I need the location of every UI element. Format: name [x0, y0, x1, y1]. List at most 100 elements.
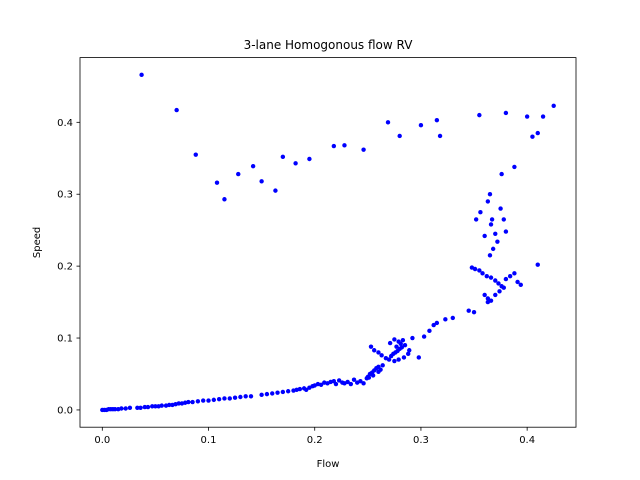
data-point-12 [138, 405, 143, 410]
data-point-170 [437, 133, 443, 139]
data-point-152 [174, 107, 179, 113]
data-point-110 [434, 320, 440, 326]
data-point-40 [264, 391, 270, 397]
data-point-122 [490, 246, 496, 252]
plot-area-frame [79, 57, 577, 428]
y-tick-label: 0.4 [57, 118, 73, 129]
data-point-119 [487, 192, 493, 197]
data-point-151 [139, 72, 144, 78]
data-point-16 [153, 404, 158, 409]
data-point-93 [402, 343, 408, 348]
data-point-166 [385, 120, 391, 125]
data-point-107 [421, 334, 427, 339]
data-point-59 [333, 381, 339, 387]
x-tick-label: 0.0 [94, 435, 110, 446]
data-point-149 [485, 299, 491, 305]
data-point-130 [472, 266, 478, 272]
data-point-68 [361, 381, 366, 386]
data-point-144 [485, 296, 491, 301]
data-point-65 [351, 377, 357, 382]
data-point-60 [336, 378, 342, 383]
data-point-157 [250, 163, 256, 169]
data-point-167 [397, 133, 402, 139]
data-point-135 [493, 278, 498, 283]
data-point-15 [150, 404, 155, 409]
data-point-165 [361, 147, 366, 152]
data-point-79 [370, 373, 376, 378]
data-point-158 [259, 179, 264, 184]
data-point-103 [398, 341, 403, 346]
data-point-99 [396, 357, 401, 362]
data-point-172 [499, 171, 504, 177]
data-point-176 [530, 134, 535, 139]
data-point-148 [501, 285, 506, 290]
data-point-123 [493, 231, 498, 236]
data-point-162 [307, 156, 312, 162]
data-point-143 [482, 292, 487, 298]
data-point-67 [358, 378, 363, 384]
y-axis-ticks: 0.0 0.1 0.2 0.3 0.4 [57, 118, 80, 416]
data-point-121 [489, 217, 495, 222]
data-point-44 [285, 389, 291, 394]
y-tick-label: 0.3 [57, 190, 73, 201]
data-point-134 [488, 275, 494, 280]
data-point-116 [478, 210, 483, 215]
data-point-11 [135, 405, 140, 410]
data-point-63 [345, 379, 350, 385]
data-point-8 [119, 406, 124, 411]
data-point-42 [275, 390, 280, 395]
data-point-18 [159, 403, 164, 408]
data-point-115 [473, 217, 479, 222]
data-point-31 [211, 397, 217, 403]
data-point-127 [503, 229, 509, 234]
data-point-124 [495, 239, 500, 244]
data-point-163 [331, 143, 337, 149]
data-point-138 [503, 276, 509, 282]
data-point-128 [487, 253, 493, 258]
data-point-169 [434, 117, 440, 123]
data-point-179 [551, 103, 556, 108]
data-point-164 [342, 143, 347, 148]
data-point-27 [190, 399, 195, 405]
data-point-160 [280, 154, 286, 160]
data-point-83 [376, 350, 381, 355]
data-point-41 [270, 391, 275, 396]
data-point-86 [386, 357, 392, 362]
y-tick-label: 0.1 [57, 334, 73, 345]
data-point-109 [431, 322, 436, 328]
data-point-161 [293, 161, 298, 166]
data-point-34 [227, 396, 232, 401]
data-point-153 [193, 152, 198, 157]
data-point-64 [348, 381, 354, 387]
x-tick-label: 0.4 [519, 435, 535, 446]
data-point-102 [394, 344, 399, 349]
data-point-81 [368, 344, 374, 349]
data-point-14 [145, 404, 151, 410]
data-point-174 [512, 164, 517, 170]
data-point-118 [485, 199, 491, 204]
data-point-94 [387, 340, 393, 346]
data-point-104 [407, 348, 412, 353]
data-point-32 [216, 396, 222, 402]
data-point-175 [524, 114, 530, 119]
data-point-142 [518, 282, 523, 288]
data-point-155 [222, 197, 227, 202]
data-point-10 [127, 405, 133, 410]
data-point-108 [427, 328, 432, 334]
data-point-147 [497, 289, 502, 294]
data-point-30 [206, 398, 211, 403]
data-point-173 [503, 110, 509, 116]
data-point-9 [123, 406, 128, 411]
data-point-28 [195, 399, 201, 404]
data-point-140 [512, 271, 517, 276]
chart-title: 3-lane Homogonous flow RV [244, 38, 414, 52]
data-point-35 [232, 395, 238, 400]
x-axis-ticks: 0.0 0.1 0.2 0.3 0.4 [94, 427, 535, 446]
x-tick-label: 0.2 [307, 435, 323, 446]
data-point-98 [392, 358, 397, 364]
data-point-177 [535, 130, 540, 136]
data-point-101 [405, 351, 411, 357]
data-point-49 [304, 387, 309, 393]
data-point-36 [238, 394, 243, 400]
